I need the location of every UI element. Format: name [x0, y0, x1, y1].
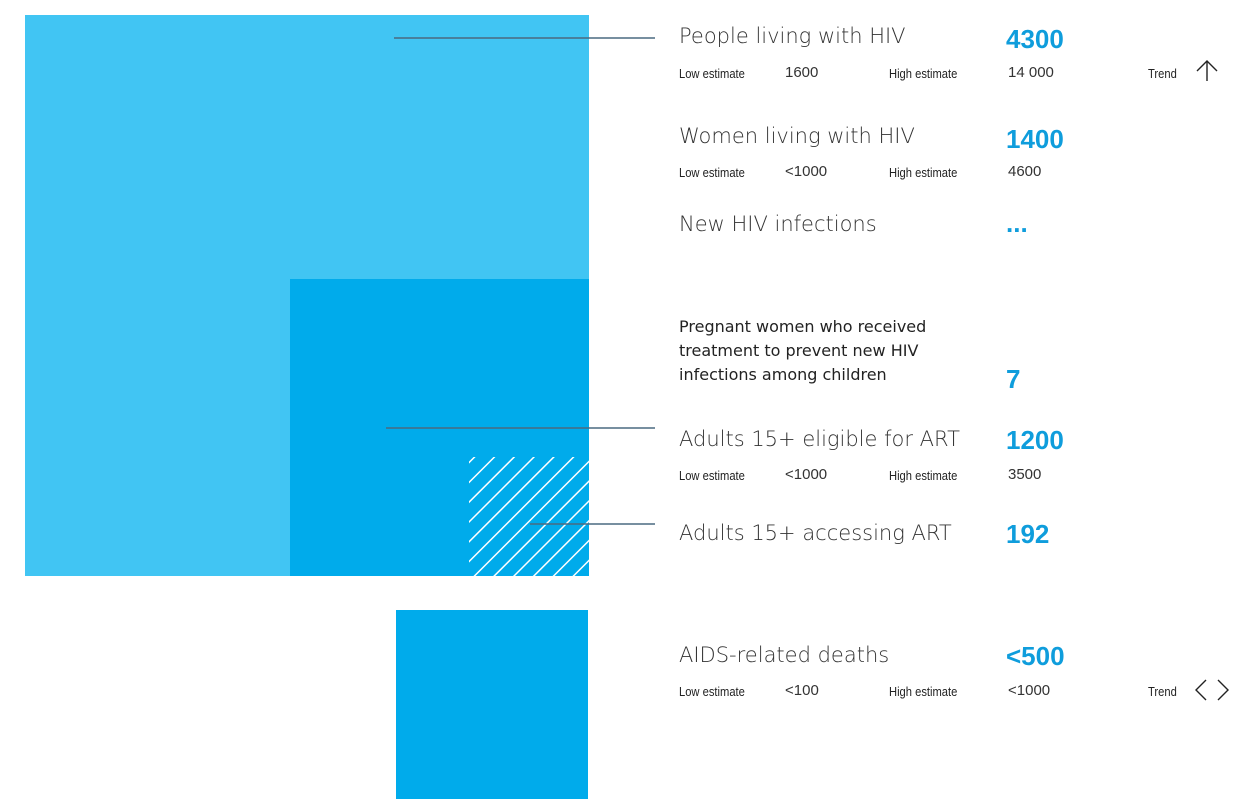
deaths-trend-label: Trend	[1148, 684, 1177, 699]
plhiv-high-label: High estimate	[889, 66, 958, 81]
deaths-square	[396, 610, 588, 799]
women-value: 1400	[1006, 124, 1064, 154]
women-high-value: 4600	[1008, 163, 1042, 180]
women-label: Women living with HIV	[679, 124, 915, 148]
eligible-value: 1200	[1006, 425, 1064, 455]
accessing-value: 192	[1006, 519, 1050, 549]
deaths-high-label: High estimate	[889, 684, 958, 699]
women-low-value: <1000	[785, 163, 828, 180]
new-infections-value: ...	[1006, 208, 1028, 238]
eligible-low-label: Low estimate	[679, 468, 745, 483]
plhiv-low-label: Low estimate	[679, 66, 745, 81]
eligible-high-label: High estimate	[889, 468, 958, 483]
women-low-label: Low estimate	[679, 165, 745, 180]
deaths-low-label: Low estimate	[679, 684, 745, 699]
plhiv-label: People living with HIV	[679, 24, 906, 48]
women-high-label: High estimate	[889, 165, 958, 180]
plhiv-high-value: 14 000	[1008, 64, 1054, 81]
eligible-low-value: <1000	[785, 466, 828, 483]
plhiv-low-value: 1600	[785, 64, 819, 81]
arrow-up-icon	[1196, 60, 1218, 81]
deaths-high-value: <1000	[1008, 682, 1051, 699]
deaths-label: AIDS-related deaths	[679, 643, 890, 667]
eligible-label: Adults 15+ eligible for ART	[679, 427, 960, 451]
deaths-value: <500	[1006, 641, 1065, 671]
eligible-high-value: 3500	[1008, 466, 1042, 483]
plhiv-trend-label: Trend	[1148, 66, 1177, 81]
accessing-square	[469, 457, 589, 576]
plhiv-value: 4300	[1006, 24, 1064, 54]
pregnant-label: Pregnant women who received treatment to…	[679, 317, 927, 384]
accessing-label: Adults 15+ accessing ART	[679, 521, 952, 545]
pregnant-value: 7	[1006, 364, 1021, 394]
chevrons-icon	[1195, 679, 1229, 701]
new-infections-label: New HIV infections	[679, 212, 877, 236]
deaths-low-value: <100	[785, 682, 819, 699]
